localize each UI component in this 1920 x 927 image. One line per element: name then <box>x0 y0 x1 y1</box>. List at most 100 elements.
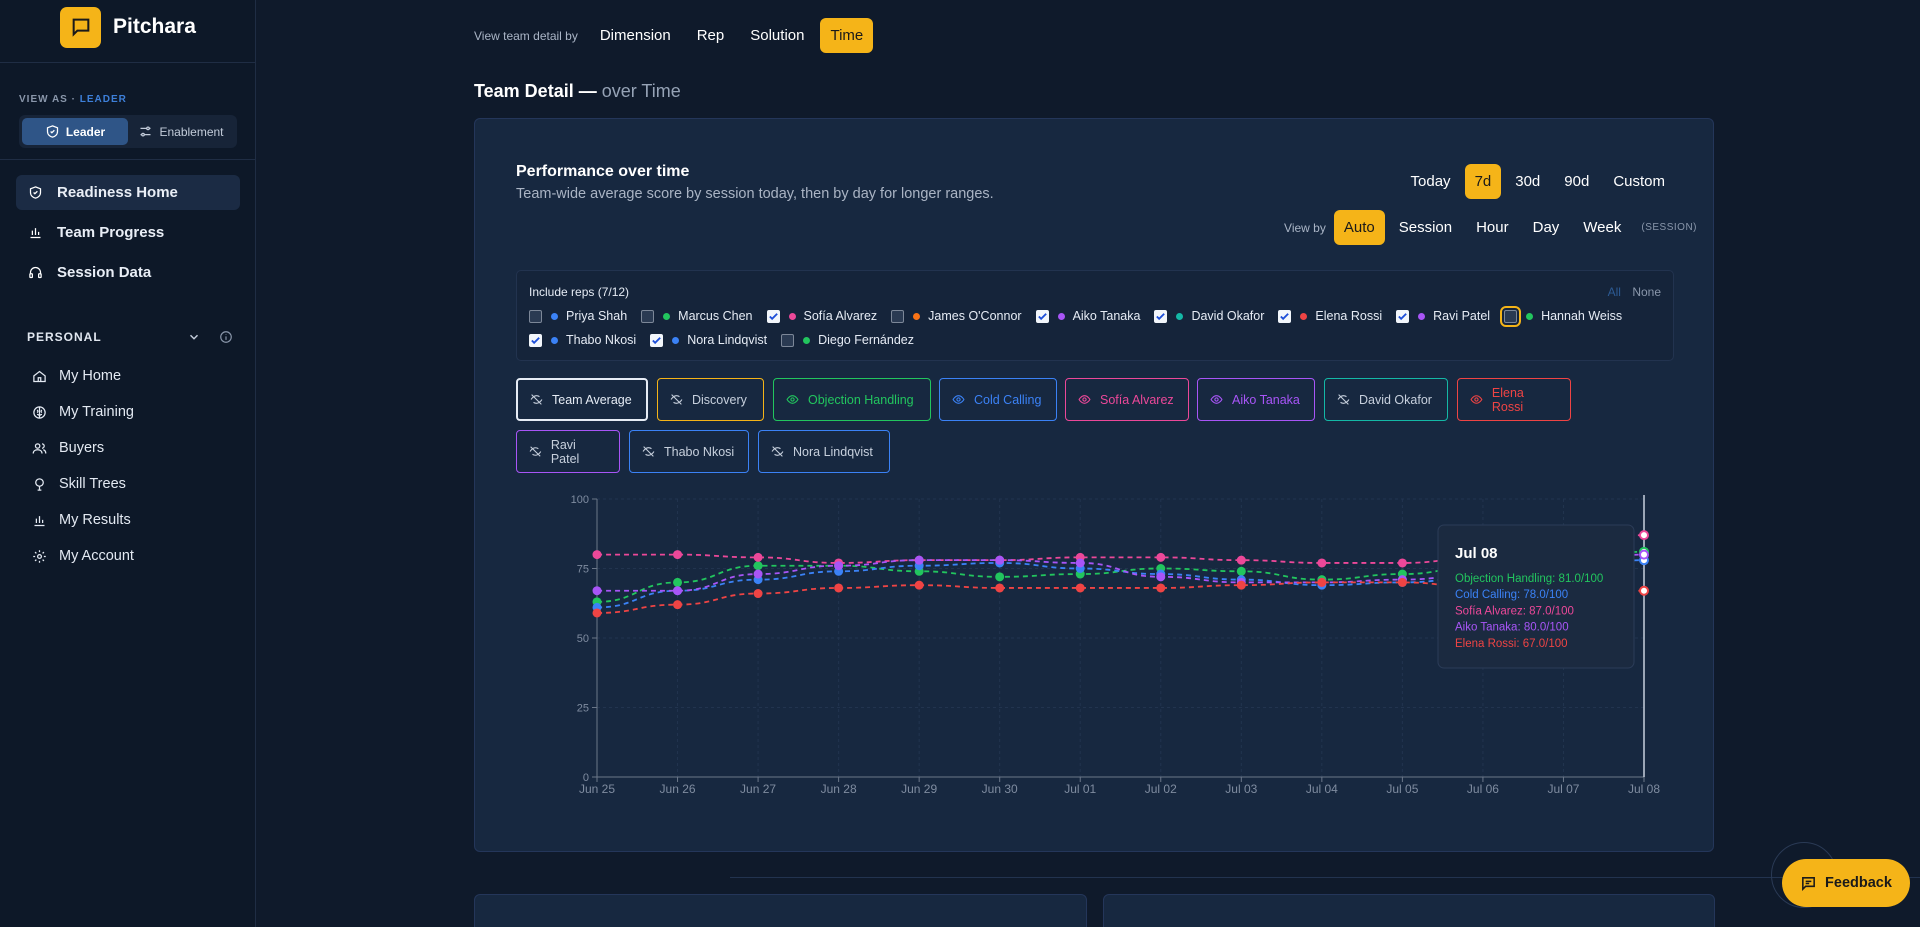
rep-checkbox[interactable] <box>781 333 795 347</box>
view-by-session[interactable]: Session <box>1398 219 1453 236</box>
rep-nora-lindqvist[interactable]: Nora Lindqvist <box>650 333 767 347</box>
data-point-elena-rossi[interactable] <box>1236 580 1246 590</box>
nav-buyers[interactable]: Buyers <box>20 430 244 466</box>
data-point-aiko-tanaka[interactable] <box>673 586 683 596</box>
brand[interactable]: Pitchara <box>0 0 255 63</box>
data-point-sofia-alvarez[interactable] <box>1317 558 1327 568</box>
rep-checkbox[interactable] <box>1396 309 1410 323</box>
nav-my-training[interactable]: My Training <box>20 394 244 430</box>
rep-aiko-tanaka[interactable]: Aiko Tanaka <box>1035 309 1140 323</box>
data-point-sofia-alvarez[interactable] <box>673 550 683 560</box>
view-by-auto[interactable]: Auto <box>1333 210 1385 245</box>
data-point-elena-rossi[interactable] <box>1397 577 1407 587</box>
rep-hannah-weiss[interactable]: Hannah Weiss <box>1500 305 1622 327</box>
series-toggle-discovery[interactable]: Discovery <box>657 378 764 421</box>
rep-checkbox[interactable] <box>1278 309 1292 323</box>
data-point-aiko-tanaka[interactable] <box>753 569 763 579</box>
rep-checkbox[interactable] <box>650 333 664 347</box>
data-point-elena-rossi[interactable] <box>1639 585 1649 596</box>
tab-dimension[interactable]: Dimension <box>599 27 671 44</box>
view-by-week[interactable]: Week <box>1583 219 1622 236</box>
data-point-aiko-tanaka[interactable] <box>995 555 1005 565</box>
series-toggle-elena-rossi[interactable]: Elena Rossi <box>1457 378 1571 421</box>
rep-checkbox[interactable] <box>766 309 780 323</box>
rep-ravi-patel[interactable]: Ravi Patel <box>1396 309 1490 323</box>
series-toggle-objection-handling[interactable]: Objection Handling <box>773 378 931 421</box>
data-point-objection-handling[interactable] <box>753 561 763 571</box>
data-point-elena-rossi[interactable] <box>592 608 602 618</box>
rep-sofia-alvarez[interactable]: Sofía Alvarez <box>766 309 877 323</box>
view-by-day[interactable]: Day <box>1532 219 1560 236</box>
data-point-elena-rossi[interactable] <box>914 580 924 590</box>
series-toggle-cold-calling[interactable]: Cold Calling <box>939 378 1057 421</box>
view-as-leader-button[interactable]: Leader <box>22 118 128 145</box>
rep-elena-rossi[interactable]: Elena Rossi <box>1278 309 1382 323</box>
tab-time[interactable]: Time <box>820 18 874 53</box>
rep-checkbox[interactable] <box>641 309 655 323</box>
rep-checkbox[interactable] <box>1500 305 1522 327</box>
select-all-link[interactable]: All <box>1607 285 1621 299</box>
rep-checkbox[interactable] <box>529 333 542 347</box>
rep-priya-shah[interactable]: Priya Shah <box>529 309 627 323</box>
data-point-aiko-tanaka[interactable] <box>914 555 924 565</box>
data-point-aiko-tanaka[interactable] <box>592 586 602 596</box>
range-30d[interactable]: 30d <box>1515 173 1541 190</box>
series-toggle-aiko-tanaka[interactable]: Aiko Tanaka <box>1197 378 1315 421</box>
nav-my-account[interactable]: My Account <box>20 538 244 574</box>
data-point-sofia-alvarez[interactable] <box>753 552 763 562</box>
data-point-sofia-alvarez[interactable] <box>1397 558 1407 568</box>
rep-james-o-connor[interactable]: James O'Connor <box>891 309 1022 323</box>
data-point-elena-rossi[interactable] <box>673 600 683 610</box>
series-toggle-team-average[interactable]: Team Average <box>516 378 648 421</box>
rep-checkbox[interactable] <box>1035 309 1049 323</box>
data-point-sofia-alvarez[interactable] <box>1156 552 1166 562</box>
series-toggle-nora-lindqvist[interactable]: Nora Lindqvist <box>758 430 890 473</box>
data-point-elena-rossi[interactable] <box>1317 577 1327 587</box>
series-toggle-david-okafor[interactable]: David Okafor <box>1324 378 1448 421</box>
tab-solution[interactable]: Solution <box>750 27 805 44</box>
series-toggle-thabo-nkosi[interactable]: Thabo Nkosi <box>629 430 749 473</box>
data-point-elena-rossi[interactable] <box>1156 583 1166 593</box>
rep-diego-fernandez[interactable]: Diego Fernández <box>781 333 914 347</box>
data-point-sofia-alvarez[interactable] <box>592 550 602 560</box>
rep-marcus-chen[interactable]: Marcus Chen <box>641 309 753 323</box>
range-custom[interactable]: Custom <box>1613 173 1665 190</box>
data-point-sofia-alvarez[interactable] <box>1639 530 1649 541</box>
rep-checkbox[interactable] <box>1154 309 1168 323</box>
nav-my-home[interactable]: My Home <box>20 358 244 394</box>
select-none-link[interactable]: None <box>1632 285 1661 299</box>
nav-my-results[interactable]: My Results <box>20 502 244 538</box>
personal-section-header[interactable]: PERSONAL <box>27 330 233 344</box>
performance-line-chart[interactable]: 0 25 50 75 100 Jun 25 Jun 26 Jun 27 Jun 28 Jun 29… <box>516 490 1686 820</box>
data-point-aiko-tanaka[interactable] <box>1156 572 1166 582</box>
nav-team-progress[interactable]: Team Progress <box>16 215 240 250</box>
view-as-enablement-button[interactable]: Enablement <box>128 118 234 145</box>
tab-rep[interactable]: Rep <box>696 27 725 44</box>
data-point-elena-rossi[interactable] <box>834 583 844 593</box>
rep-checkbox[interactable] <box>529 309 542 323</box>
chevron-down-icon[interactable] <box>187 330 201 344</box>
data-point-objection-handling[interactable] <box>995 572 1005 582</box>
series-toggle-sofia-alvarez[interactable]: Sofía Alvarez <box>1065 378 1189 421</box>
range-7d[interactable]: 7d <box>1464 164 1502 199</box>
rep-david-okafor[interactable]: David Okafor <box>1154 309 1264 323</box>
data-point-sofia-alvarez[interactable] <box>1236 555 1246 565</box>
data-point-elena-rossi[interactable] <box>753 589 763 599</box>
series-toggle-ravi-patel[interactable]: Ravi Patel <box>516 430 620 473</box>
range-90d[interactable]: 90d <box>1564 173 1590 190</box>
rep-thabo-nkosi[interactable]: Thabo Nkosi <box>529 333 636 347</box>
data-point-aiko-tanaka[interactable] <box>834 561 844 571</box>
data-point-elena-rossi[interactable] <box>995 583 1005 593</box>
nav-readiness-home[interactable]: Readiness Home <box>16 175 240 210</box>
feedback-button[interactable]: Feedback <box>1782 859 1910 907</box>
nav-session-data[interactable]: Session Data <box>16 255 240 290</box>
info-icon[interactable] <box>219 330 233 344</box>
view-by-hour[interactable]: Hour <box>1476 219 1509 236</box>
data-point-objection-handling[interactable] <box>1236 566 1246 576</box>
data-point-elena-rossi[interactable] <box>1075 583 1085 593</box>
data-point-aiko-tanaka[interactable] <box>1639 549 1649 560</box>
data-point-objection-handling[interactable] <box>673 577 683 587</box>
data-point-aiko-tanaka[interactable] <box>1075 558 1085 568</box>
nav-skill-trees[interactable]: Skill Trees <box>20 466 244 502</box>
rep-checkbox[interactable] <box>891 309 905 323</box>
